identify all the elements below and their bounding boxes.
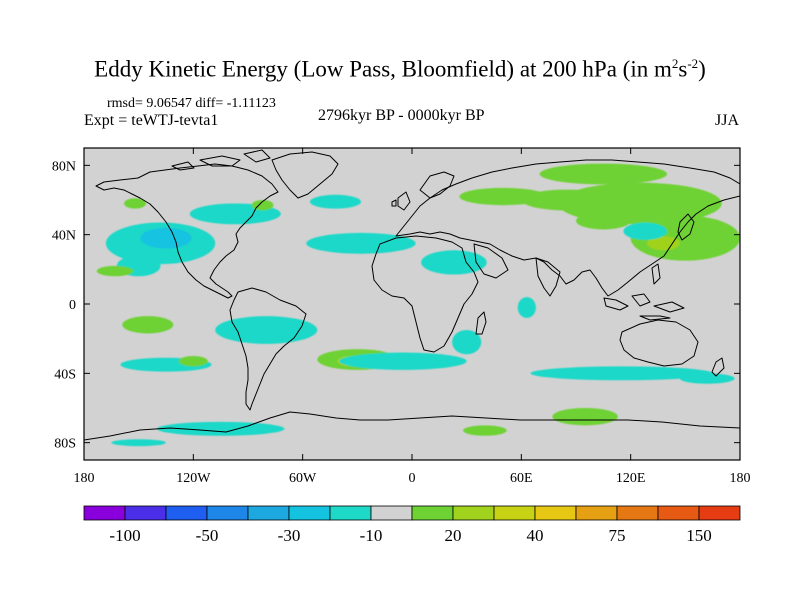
anomaly-fill-layer [96,163,740,447]
coastline-south-america [229,287,307,411]
x-tick-label: 120E [616,471,646,486]
anomaly-region-s-pacific-blue [215,316,318,344]
anomaly-region-alaska-green [124,198,146,209]
coastline-layer [84,149,740,441]
coastline-british-isles [391,191,411,211]
coastline-scandinavia [419,171,455,199]
axis-ticks: 180 120W 60W 0 60E 120E 180 80N 40N 0 40S 80S [52,148,751,486]
coastline-india [535,257,561,297]
colorbar-box [288,505,331,521]
anomaly-region-china-green [576,212,631,230]
y-tick-label: 40S [54,367,76,382]
coastline-australia [619,319,699,367]
colorbar-box [370,505,413,521]
coastline-madagascar [475,311,487,335]
colorbar-label: -50 [196,526,219,545]
anomaly-region-antarctic-green [463,425,507,436]
plot-title: Eddy Kinetic Energy (Low Pass, Bloomfiel… [94,56,706,82]
anomaly-region-s-pacific-green [122,316,174,334]
anomaly-region-arctic-green [539,163,668,185]
colorbar-label: 20 [445,526,462,545]
anomaly-region-tasman-blue [679,373,735,384]
y-tick-label: 40N [52,229,76,244]
coastline-japan [677,213,695,241]
colorbar-box [493,505,536,521]
colorbar-box [534,505,577,521]
colorbar-label: -30 [278,526,301,545]
coastline-antarctica [84,411,740,441]
coastline-philippines [651,263,661,285]
coastline-greenland [271,151,339,199]
colorbar-box [124,505,167,521]
anomaly-region-labrador-blue [309,194,361,209]
colorbar-box [698,505,741,521]
colorbar-label: 150 [686,526,712,545]
x-tick-label: 60E [510,471,533,486]
anomaly-region-equatorial-indian-blue [517,297,536,318]
anomaly-region-hawaii-green [96,265,134,277]
colorbar-box [657,505,700,521]
experiment-label: Expt = teWTJ-tevta1 [84,112,219,129]
colorbar-box [329,505,372,521]
anomaly-region-n-africa-blue [421,250,487,275]
anomaly-region-great-lakes-green [251,200,274,211]
anomaly-region-n-pacific-core [140,227,192,249]
anomaly-region-antarctic-blue-2 [111,439,166,447]
coastline-eurasia [395,159,740,297]
x-tick-label: 60W [289,471,317,486]
colorbar-box [452,505,495,521]
stats-text: rmsd= 9.06547 diff= -1.11123 [107,96,276,111]
colorbar-box [83,505,126,521]
colorbar-box [247,505,290,521]
coastline-arabia [473,243,509,279]
anomaly-region-indian-ocean-green [552,408,618,426]
colorbar-label: 75 [609,526,626,545]
colorbar: -100 -50 -30 -10 20 40 75 150 [83,505,741,545]
colorbar-box [206,505,249,521]
colorbar-label: -100 [109,526,140,545]
y-tick-label: 80N [52,159,76,174]
colorbar-box [165,505,208,521]
colorbar-label: -10 [360,526,383,545]
colorbar-box [616,505,659,521]
coastline-indonesia [603,293,685,321]
anomaly-region-n-atlantic-blue [306,232,416,254]
colorbar-label: 40 [527,526,544,545]
period-label: 2796kyr BP - 0000kyr BP [318,107,485,124]
coastline-north-america [95,163,279,299]
coastline-africa [371,235,479,353]
anomaly-region-central-asia-green [521,189,613,211]
x-tick-label: 180 [74,471,95,486]
x-tick-label: 180 [730,471,751,486]
anomaly-region-japan-core [647,236,680,251]
anomaly-region-indian-ocean-blue [530,366,713,381]
anomaly-region-s-atlantic-blue [339,352,467,370]
x-tick-label: 120W [176,471,211,486]
anomaly-region-antarctic-blue [156,421,285,436]
anomaly-region-japan-blue [623,222,668,240]
anomaly-region-s-indian-blue [452,330,482,355]
season-label: JJA [715,112,740,129]
colorbar-box [411,505,454,521]
coastline-arctic-islands [171,149,271,171]
colorbar-box [575,505,618,521]
y-tick-label: 80S [54,437,76,452]
x-tick-label: 0 [409,471,416,486]
coastline-new-zealand [711,357,725,377]
anomaly-region-s-pacific-green-2 [178,356,208,367]
y-tick-label: 0 [69,298,76,313]
